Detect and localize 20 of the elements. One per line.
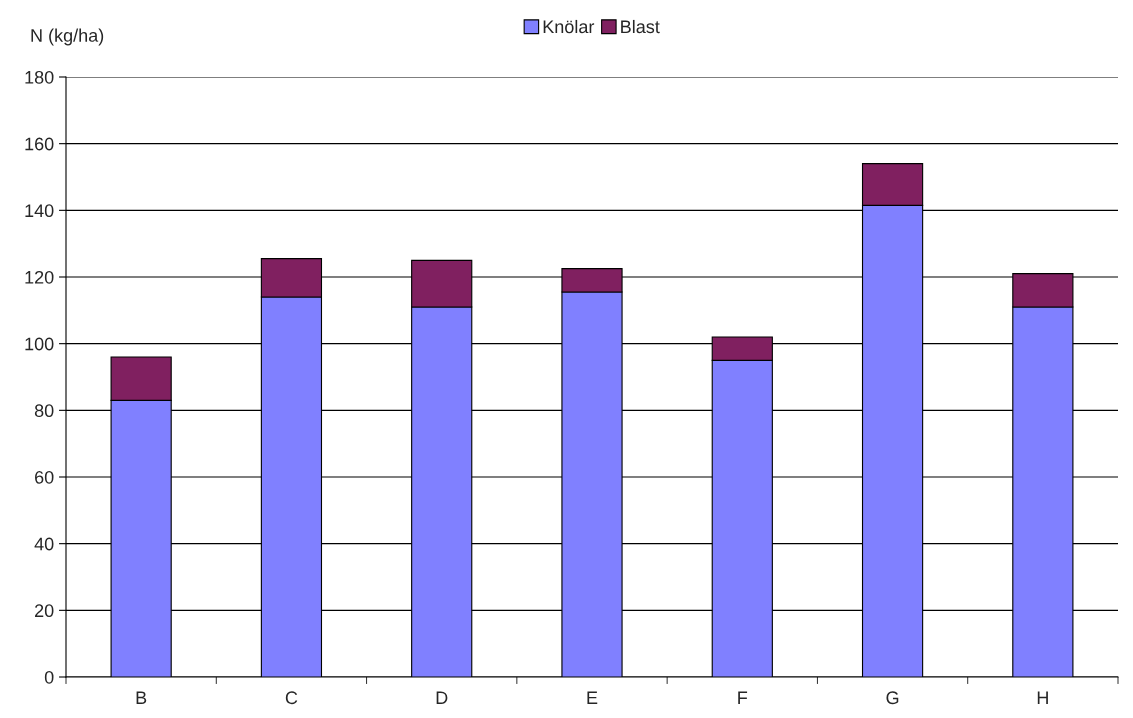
x-tick-label: C xyxy=(285,691,298,705)
y-tick-label: 40 xyxy=(34,537,54,551)
x-tick-label: D xyxy=(436,691,448,704)
y-tick-label: 20 xyxy=(35,604,54,618)
y-tick-label: 60 xyxy=(35,470,54,484)
legend-label: Knölar xyxy=(543,19,595,34)
y-tick-label: 120 xyxy=(25,270,54,284)
y-tick-label: 100 xyxy=(25,337,54,351)
x-tick-label: H xyxy=(1037,691,1048,704)
x-tick-label: F xyxy=(738,691,748,704)
y-tick-label: 80 xyxy=(34,404,54,418)
legend-label: Blast xyxy=(621,19,660,34)
x-tick-label: G xyxy=(886,691,899,705)
y-tick-label: 140 xyxy=(25,204,54,218)
x-tick-label: B xyxy=(136,691,147,704)
y-tick-label: 0 xyxy=(44,670,54,684)
x-tick-label: E xyxy=(587,691,598,704)
y-tick-label: 160 xyxy=(25,137,54,151)
y-tick-label: 180 xyxy=(25,70,54,84)
y-axis-title: N (kg/ha) xyxy=(31,28,104,46)
